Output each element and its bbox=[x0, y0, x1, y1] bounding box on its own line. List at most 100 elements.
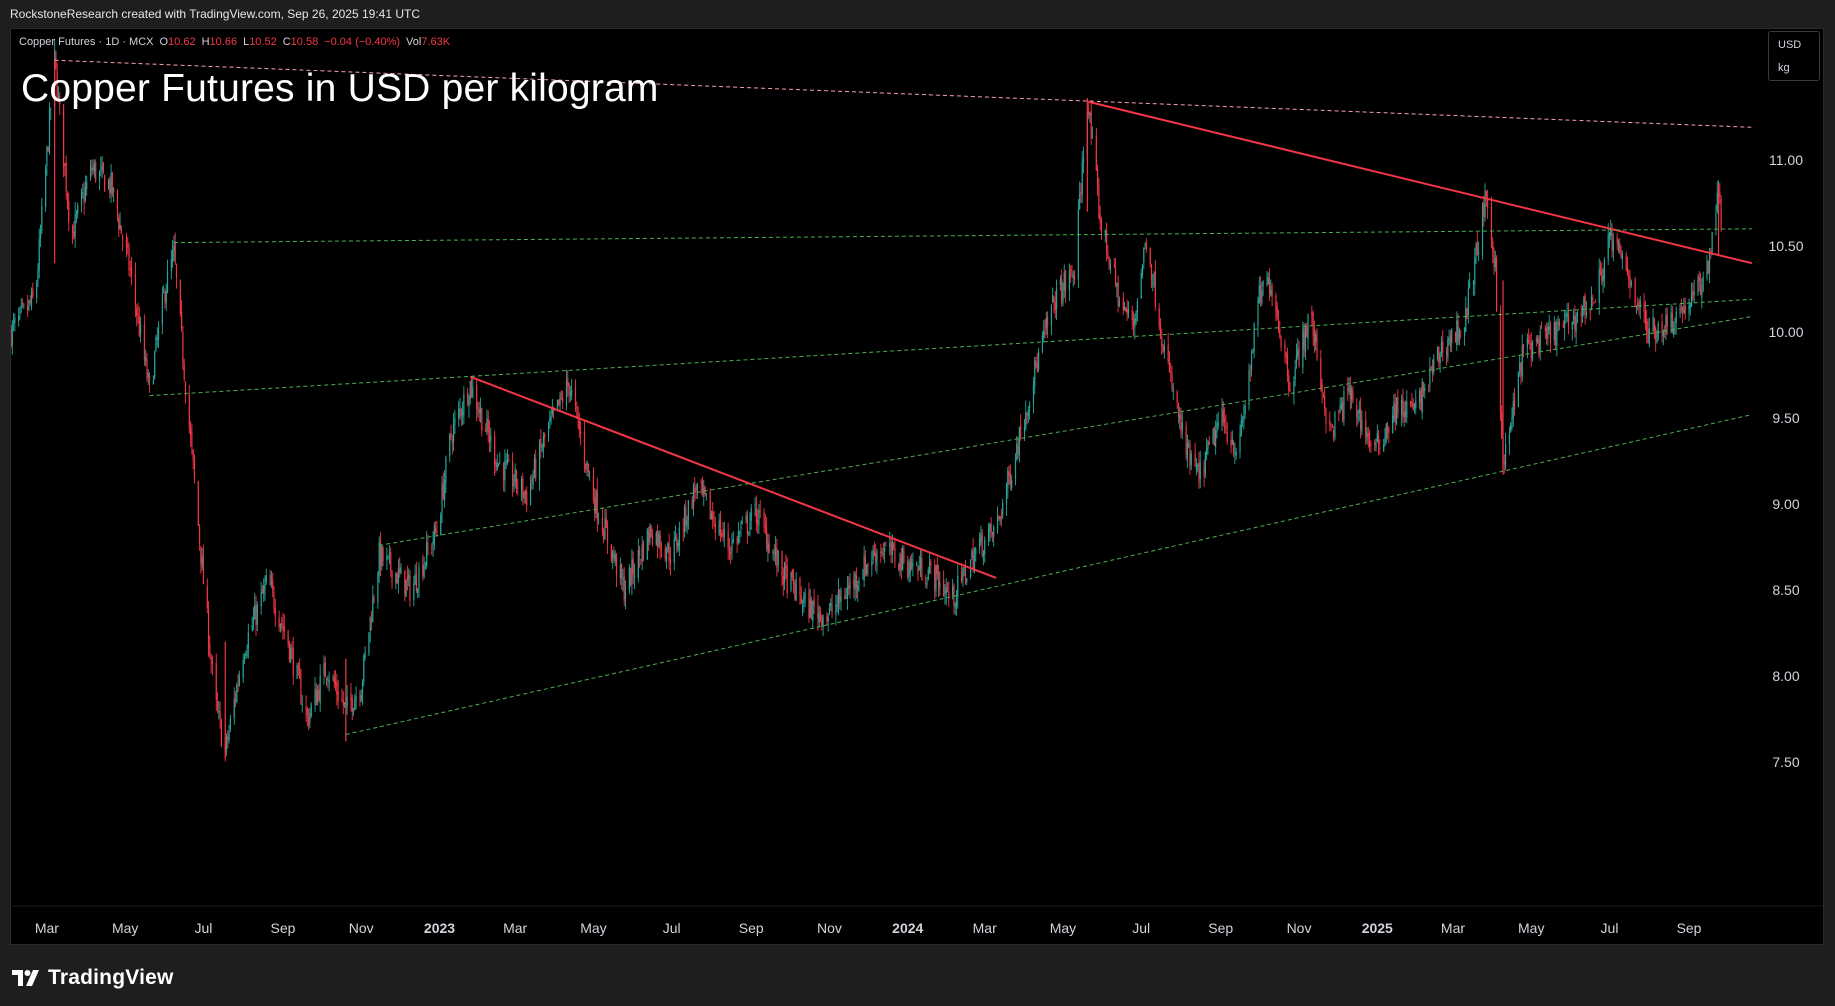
candle-body bbox=[890, 545, 892, 556]
candle-body bbox=[450, 432, 452, 437]
legend-symbol[interactable]: Copper Futures · 1D · MCX bbox=[19, 36, 154, 48]
legend-close-label: C bbox=[282, 36, 291, 48]
candle-body bbox=[826, 615, 828, 622]
candle-body bbox=[1673, 328, 1675, 334]
candle-body bbox=[247, 632, 249, 650]
candle-body bbox=[442, 483, 444, 499]
candle-body bbox=[1023, 427, 1026, 435]
candle-body bbox=[297, 665, 299, 670]
candle-body bbox=[819, 612, 822, 614]
candle-body bbox=[1716, 192, 1718, 212]
candle-body bbox=[538, 441, 541, 481]
candle-body bbox=[399, 567, 401, 573]
candle-body bbox=[854, 573, 856, 590]
candle-body bbox=[100, 167, 102, 169]
candle-body bbox=[11, 323, 13, 346]
candle-body bbox=[1571, 321, 1573, 330]
chart-pane[interactable]: 11.5011.0010.5010.009.509.008.508.007.50… bbox=[10, 28, 1824, 945]
candle-body bbox=[1275, 295, 1277, 311]
candle-body bbox=[1053, 297, 1055, 302]
candle-body bbox=[710, 513, 713, 520]
currency-label[interactable]: USD bbox=[1778, 39, 1802, 51]
candle-body bbox=[1284, 344, 1286, 351]
candle-body bbox=[1208, 441, 1210, 446]
candle-body bbox=[1530, 342, 1532, 358]
candle-body bbox=[1504, 444, 1507, 467]
unit-label[interactable]: kg bbox=[1778, 62, 1790, 74]
candle-body bbox=[763, 511, 765, 525]
candle-body bbox=[1458, 329, 1460, 341]
candle-body bbox=[1612, 240, 1614, 252]
candle-body bbox=[1616, 237, 1618, 244]
candle-body bbox=[821, 615, 823, 627]
candle-body bbox=[440, 514, 442, 535]
candle-body bbox=[1647, 330, 1649, 344]
candle-body bbox=[588, 475, 591, 477]
candle-body bbox=[1682, 306, 1684, 312]
candle-body bbox=[1460, 333, 1462, 335]
candle-body bbox=[953, 585, 955, 606]
candle-body bbox=[526, 491, 528, 506]
candle-body bbox=[848, 585, 850, 589]
candle-body bbox=[278, 617, 280, 627]
candle-body bbox=[872, 549, 874, 560]
candle-body bbox=[928, 562, 931, 572]
candle-body bbox=[1356, 405, 1358, 417]
candle-body bbox=[673, 538, 675, 563]
candle-body bbox=[225, 735, 228, 750]
legend-high-value: 10.66 bbox=[209, 36, 238, 48]
candle-body bbox=[1330, 424, 1332, 426]
candle-body bbox=[1125, 307, 1127, 312]
candle-body bbox=[529, 482, 532, 506]
candle-body bbox=[893, 544, 895, 548]
candle-body bbox=[1005, 488, 1008, 505]
candle-body bbox=[565, 380, 568, 406]
candle-body bbox=[1248, 370, 1250, 406]
chart-canvas[interactable]: 11.5011.0010.5010.009.509.008.508.007.50… bbox=[11, 29, 1823, 944]
candle-body bbox=[955, 595, 958, 607]
candle-body bbox=[1197, 464, 1199, 467]
candle-body bbox=[898, 564, 900, 570]
candle-body bbox=[1091, 136, 1094, 138]
tradingview-logo[interactable]: TradingView bbox=[12, 966, 174, 990]
candle-body bbox=[601, 517, 604, 532]
candle-body bbox=[1653, 318, 1655, 331]
candles-group bbox=[11, 38, 1722, 762]
candle-body bbox=[1385, 423, 1387, 442]
candle-body bbox=[39, 230, 42, 239]
candle-body bbox=[1349, 385, 1351, 399]
candle-body bbox=[1331, 426, 1333, 428]
candle-body bbox=[1007, 470, 1009, 489]
candle-body bbox=[28, 300, 30, 308]
candle-body bbox=[1252, 351, 1254, 353]
candle-body bbox=[1176, 392, 1178, 403]
candle-body bbox=[191, 431, 193, 448]
candle-body bbox=[853, 579, 855, 588]
candle-body bbox=[791, 569, 793, 578]
candle-body bbox=[1216, 423, 1218, 432]
candle-body bbox=[269, 575, 271, 586]
candle-body bbox=[664, 548, 666, 560]
candle-body bbox=[74, 213, 76, 237]
candle-body bbox=[1071, 272, 1073, 277]
candle-body bbox=[980, 534, 982, 542]
candle-body bbox=[1224, 418, 1226, 423]
candle-body bbox=[220, 720, 222, 747]
candle-body bbox=[547, 424, 550, 437]
candle-body bbox=[1000, 515, 1002, 518]
candle-body bbox=[377, 573, 379, 603]
candle-body bbox=[210, 656, 212, 663]
candle-body bbox=[1655, 327, 1657, 341]
candle-body bbox=[301, 704, 303, 706]
x-tick-label: Mar bbox=[973, 920, 997, 936]
candle-body bbox=[1181, 422, 1183, 431]
candle-body bbox=[900, 555, 902, 570]
candle-body bbox=[1357, 415, 1359, 420]
candle-body bbox=[1711, 232, 1713, 252]
candle-body bbox=[801, 605, 804, 606]
candle-body bbox=[963, 567, 965, 570]
candle-body bbox=[109, 179, 111, 193]
candle-body bbox=[292, 647, 294, 676]
currency-unit-selector[interactable]: USD kg bbox=[1768, 31, 1820, 81]
